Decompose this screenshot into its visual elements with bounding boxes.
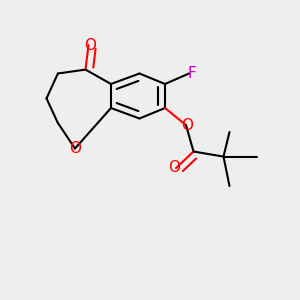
Text: O: O: [182, 118, 194, 133]
Text: O: O: [84, 38, 96, 52]
Text: O: O: [69, 141, 81, 156]
Text: O: O: [168, 160, 180, 175]
Text: F: F: [187, 66, 196, 81]
